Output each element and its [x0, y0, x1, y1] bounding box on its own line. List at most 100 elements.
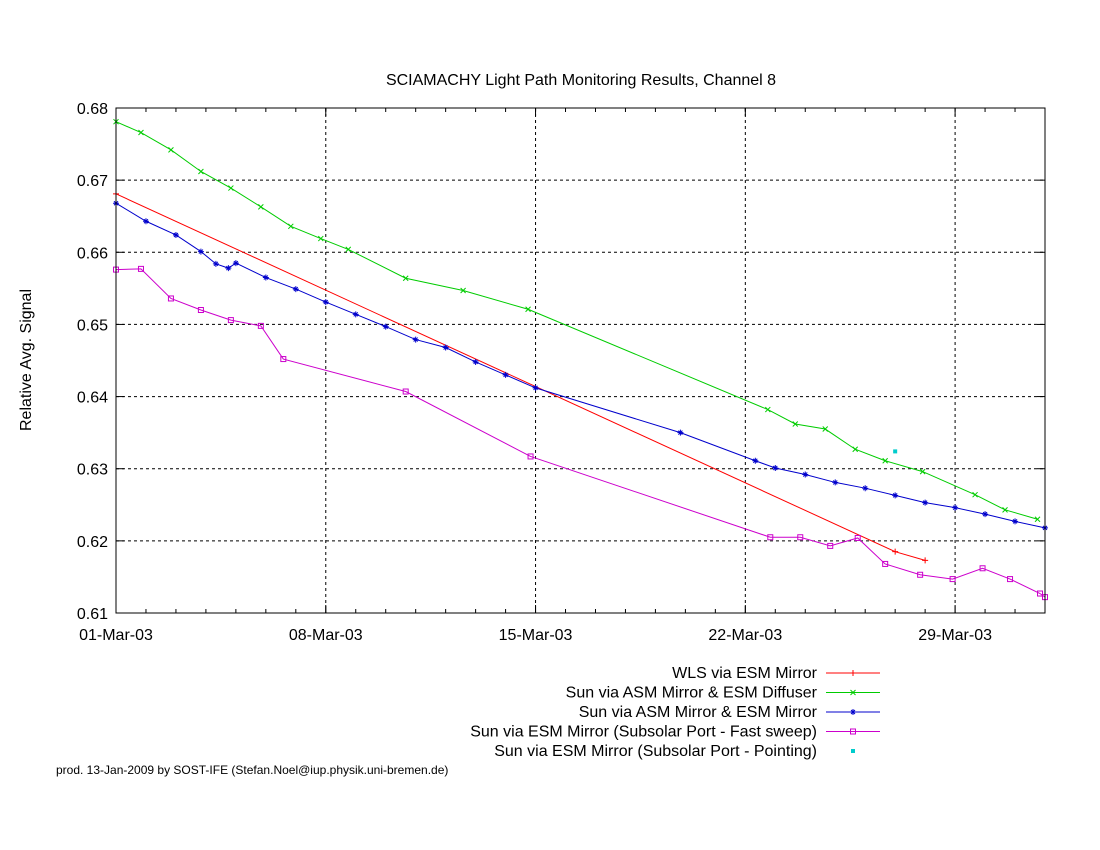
data-point — [138, 129, 144, 136]
data-point — [502, 371, 509, 378]
axis-ticks — [115, 107, 1045, 614]
data-point — [137, 265, 144, 272]
series-4 — [113, 265, 1048, 601]
data-point — [412, 336, 419, 343]
legend-label: Sun via ESM Mirror (Subsolar Port - Fast… — [470, 724, 817, 741]
data-point — [1037, 590, 1044, 597]
data-point — [198, 168, 204, 175]
data-point — [317, 235, 324, 242]
data-point — [952, 504, 959, 511]
data-point — [982, 511, 989, 518]
data-point — [852, 446, 859, 453]
data-point — [854, 534, 861, 541]
legend: WLS via ESM Mirror Sun via ASM Mirror & E… — [470, 665, 880, 760]
data-point — [262, 274, 269, 281]
y-tick-label: 0.65 — [77, 317, 108, 334]
x-tick-label: 22-Mar-03 — [708, 627, 782, 644]
legend-label: Sun via ASM Mirror & ESM Diffuser — [566, 685, 818, 702]
data-point — [257, 322, 264, 329]
data-point — [752, 457, 759, 464]
data-point — [892, 548, 899, 555]
axis-tick-labels: 0.61 0.62 0.63 0.64 0.65 0.66 0.67 0.68 01-Mar-0… — [77, 101, 992, 644]
data-point — [172, 231, 179, 238]
data-point — [232, 260, 239, 267]
data-point — [979, 565, 986, 572]
series-line — [115, 121, 1038, 520]
footer-credit: prod. 13-Jan-2009 by SOST-IFE (Stefan.No… — [56, 763, 449, 777]
data-point — [525, 306, 531, 313]
data-point — [802, 471, 809, 478]
series-line — [115, 268, 1046, 598]
data-point — [922, 557, 929, 564]
data-point — [280, 356, 287, 363]
series-2 — [113, 118, 1041, 523]
data-point — [764, 406, 771, 413]
data-point — [850, 728, 856, 735]
data-point — [862, 485, 869, 492]
data-point — [919, 468, 926, 475]
data-point — [287, 223, 294, 230]
y-tick-label: 0.62 — [77, 534, 108, 551]
data-point — [882, 457, 889, 464]
data-point — [772, 464, 779, 471]
y-tick-label: 0.66 — [77, 245, 108, 262]
x-tick-label: 08-Mar-03 — [289, 627, 363, 644]
data-point — [1034, 516, 1041, 523]
data-point — [882, 560, 889, 567]
y-tick-label: 0.64 — [77, 390, 108, 407]
data-point — [677, 429, 684, 436]
data-point — [972, 491, 978, 498]
grid-lines — [116, 108, 1045, 613]
y-tick-label: 0.67 — [77, 173, 108, 190]
data-point — [822, 426, 829, 432]
series-3 — [113, 200, 1048, 531]
y-tick-label: 0.68 — [77, 101, 108, 118]
data-point — [197, 307, 204, 313]
data-point — [527, 453, 534, 460]
data-point — [1002, 506, 1008, 513]
data-point — [228, 185, 234, 191]
data-point — [402, 275, 409, 282]
data-point — [292, 286, 299, 293]
data-point — [142, 218, 149, 225]
data-point — [917, 571, 924, 578]
data-point — [850, 709, 856, 715]
data-point — [460, 287, 466, 294]
data-point — [382, 323, 389, 330]
data-point — [345, 246, 352, 253]
series-5 — [893, 449, 898, 454]
data-point — [225, 265, 232, 272]
data-point — [792, 421, 799, 427]
x-tick-label: 01-Mar-03 — [79, 627, 153, 644]
data-point — [892, 492, 899, 499]
series-line — [115, 193, 926, 561]
data-point — [472, 358, 479, 365]
data-point — [767, 534, 774, 541]
legend-label: Sun via ESM Mirror (Subsolar Port - Poin… — [494, 743, 817, 760]
legend-label: Sun via ASM Mirror & ESM Mirror — [579, 704, 818, 721]
chart-title: SCIAMACHY Light Path Monitoring Results,… — [386, 72, 776, 89]
data-point — [257, 203, 264, 210]
y-tick-label: 0.63 — [77, 462, 108, 479]
data-point — [797, 534, 804, 541]
data-point — [352, 311, 359, 318]
data-point — [832, 479, 839, 486]
data-point — [442, 344, 449, 351]
x-tick-label: 15-Mar-03 — [499, 627, 573, 644]
y-tick-label: 0.61 — [77, 606, 108, 623]
data-point — [851, 749, 855, 753]
data-point — [227, 317, 234, 324]
data-point — [167, 295, 174, 302]
data-point — [197, 248, 204, 255]
series-layer — [113, 118, 1048, 601]
data-point — [850, 689, 856, 696]
data-point — [827, 542, 834, 549]
data-point — [168, 146, 174, 153]
data-point — [402, 388, 409, 395]
data-point — [322, 299, 329, 306]
data-point — [1012, 518, 1019, 525]
x-tick-label: 29-Mar-03 — [918, 627, 992, 644]
y-axis-label: Relative Avg. Signal — [18, 289, 35, 431]
series-1 — [113, 190, 929, 564]
